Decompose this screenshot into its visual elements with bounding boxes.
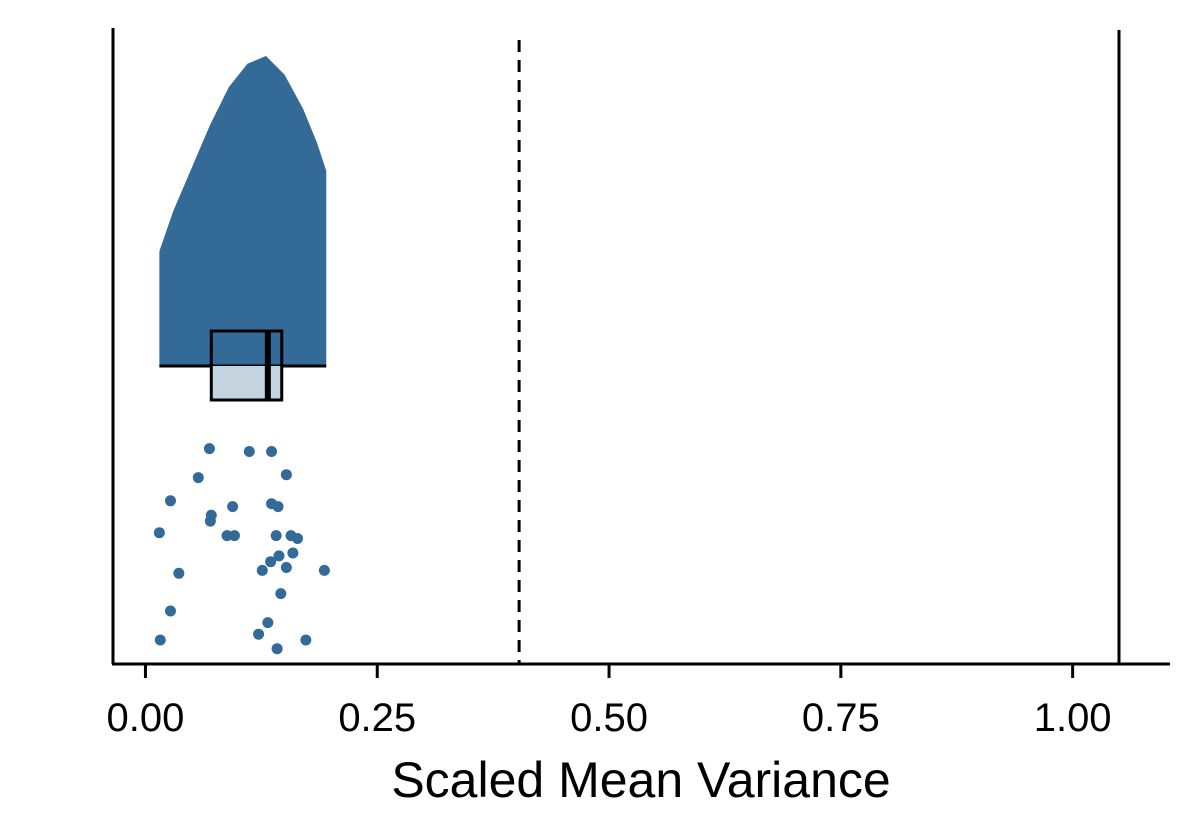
x-ticks: 0.00 0.25 0.50 0.75 1.00 xyxy=(107,664,1112,740)
density-cloud xyxy=(159,56,327,366)
data-point xyxy=(192,472,204,484)
data-point xyxy=(228,530,240,542)
data-point xyxy=(275,588,287,600)
data-point xyxy=(318,564,330,576)
x-axis-title: Scaled Mean Variance xyxy=(391,752,890,808)
data-point xyxy=(266,446,278,457)
data-point xyxy=(203,443,215,455)
axes xyxy=(111,28,1170,666)
data-point xyxy=(153,527,165,539)
data-point xyxy=(273,550,285,562)
data-point xyxy=(280,562,292,573)
x-tick-label: 0.00 xyxy=(107,696,185,740)
data-point xyxy=(164,605,176,617)
data-point xyxy=(253,628,265,640)
data-point xyxy=(300,634,312,646)
data-point xyxy=(292,533,304,544)
data-point xyxy=(262,617,274,629)
x-tick-label: 1.00 xyxy=(1034,696,1112,740)
data-point xyxy=(164,495,176,507)
data-point xyxy=(256,564,268,576)
data-point xyxy=(173,567,185,579)
data-point xyxy=(280,469,292,481)
x-tick-label: 0.50 xyxy=(570,696,648,740)
boxplot-lower-fill xyxy=(211,366,282,400)
data-point xyxy=(265,556,277,568)
data-point xyxy=(154,634,166,646)
data-point xyxy=(287,547,299,559)
plot-area xyxy=(153,30,1121,664)
data-point xyxy=(271,643,283,655)
boxplot-box xyxy=(209,329,284,402)
data-point xyxy=(270,530,282,542)
x-tick-label: 0.75 xyxy=(802,696,880,740)
data-point xyxy=(227,501,239,513)
data-point xyxy=(272,501,284,513)
data-point xyxy=(204,515,216,527)
x-tick-label: 0.25 xyxy=(338,696,416,740)
data-point xyxy=(243,446,255,457)
